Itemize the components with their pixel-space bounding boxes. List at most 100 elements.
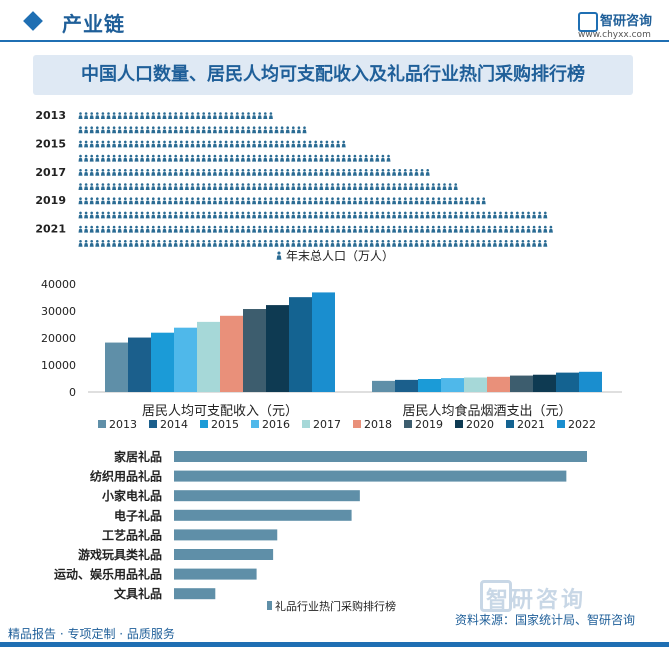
person-icon [112,240,117,247]
person-icon [285,126,290,134]
person-icon [140,140,145,148]
person-icon [134,240,139,247]
person-icon [100,197,105,205]
person-icon [128,154,133,162]
person-icon [168,240,173,247]
person-icon [464,211,469,219]
person-icon [179,154,184,162]
person-icon [140,154,145,162]
person-icon [336,240,341,247]
person-icon [95,126,100,134]
person-icon [268,169,273,176]
person-icon [89,169,94,176]
person-icon [280,154,285,162]
y-tick-label: 0 [69,386,76,399]
person-icon [190,197,195,205]
person-icon [145,169,150,176]
person-icon [330,225,335,233]
population-bar-2020 [78,211,548,219]
person-icon [263,140,268,148]
person-icon [190,225,195,233]
person-icon [324,169,329,176]
person-icon [179,225,184,233]
person-icon [184,126,189,134]
person-icon [431,211,436,219]
person-icon [442,240,447,247]
person-icon [324,154,329,162]
person-icon [504,240,509,247]
person-icon [128,225,133,233]
person-icon [257,197,262,205]
person-icon [257,211,262,219]
person-icon [95,140,100,148]
person-icon [224,197,229,205]
person-icon [134,183,139,190]
person-icon [330,197,335,205]
person-icon [218,126,223,134]
person-icon [240,225,245,233]
logo-icon [578,12,598,32]
person-icon [128,140,133,148]
person-icon [106,140,111,148]
person-icon [246,211,251,219]
person-icon [319,197,324,205]
person-icon [212,240,217,247]
person-icon [369,183,374,190]
population-bar-2013 [78,112,273,119]
person-icon [123,197,128,205]
person-icon [291,126,296,134]
population-bar-2014 [78,126,307,134]
person-icon [212,169,217,176]
person-icon [364,240,369,247]
person-icon [448,240,453,247]
person-icon [151,211,156,219]
person-icon [212,126,217,134]
person-icon [408,169,413,176]
person-icon [408,225,413,233]
ranking-category-label: 家居礼品 [114,449,162,464]
person-icon [352,225,357,233]
brand-logo: 智研咨询 www.chyxx.com [578,10,668,40]
person-icon [128,197,133,205]
person-icon [140,112,145,119]
source-note: 资料来源：国家统计局、智研咨询 [455,613,636,627]
person-icon [487,225,492,233]
person-icon [453,225,458,233]
income-bar-2020 [266,305,289,392]
person-icon [201,211,206,219]
income-bar-2015 [151,332,174,392]
legend-label: 2014 [160,418,188,431]
person-icon [123,211,128,219]
person-icon [504,225,509,233]
person-icon [464,240,469,247]
person-icon [95,197,100,205]
person-icon [252,126,257,134]
person-icon [246,126,251,134]
person-icon [207,112,212,119]
person-icon [257,169,262,176]
person-icon [229,211,234,219]
person-icon [341,183,346,190]
person-icon [123,240,128,247]
person-icon [285,240,290,247]
person-icon [201,197,206,205]
person-icon [207,211,212,219]
person-icon [100,183,105,190]
brand-name: 智研咨询 [600,14,653,29]
person-icon [476,225,481,233]
person-icon [78,112,83,119]
person-icon [436,240,441,247]
person-icon [274,225,279,233]
person-icon [123,183,128,190]
person-icon [145,240,150,247]
person-icon [95,211,100,219]
person-icon [364,154,369,162]
person-icon [117,126,122,134]
person-icon [229,140,234,148]
person-icon [190,211,195,219]
person-icon [414,240,419,247]
person-icon [268,154,273,162]
person-icon [392,183,397,190]
person-icon [319,225,324,233]
person-icon [173,140,178,148]
